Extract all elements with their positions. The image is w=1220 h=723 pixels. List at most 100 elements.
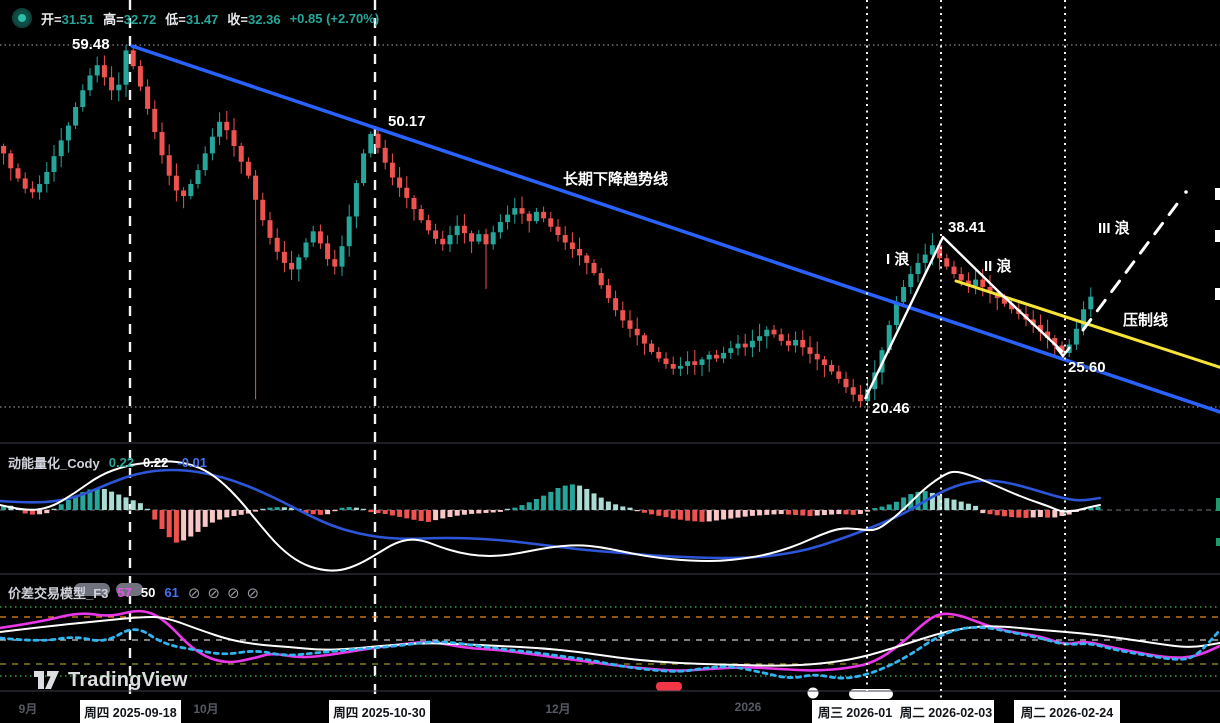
indicator2-value3: 61	[164, 585, 179, 600]
candle-body	[332, 259, 338, 267]
candle-body	[310, 231, 316, 243]
momentum-bar	[181, 510, 187, 541]
candle-body	[613, 298, 619, 311]
momentum-bar	[166, 510, 172, 538]
momentum-bar	[742, 510, 748, 517]
momentum-bar	[238, 510, 244, 515]
candle-body	[173, 175, 179, 191]
candle-body	[303, 242, 309, 258]
candle-body	[713, 354, 719, 359]
momentum-bar	[94, 488, 100, 510]
momentum-bar	[814, 510, 820, 516]
momentum-bar	[346, 507, 352, 510]
momentum-bar	[224, 510, 230, 518]
candle-body	[15, 168, 21, 179]
candle-body	[728, 348, 734, 353]
momentum-bar	[73, 495, 79, 510]
axis-month-label: 10月	[193, 702, 219, 716]
candle-body	[44, 171, 50, 185]
candle-body	[296, 257, 302, 270]
candle-body	[627, 320, 633, 329]
candle-body	[224, 121, 230, 131]
axis-white-dot	[807, 687, 819, 699]
axis-month-label: 9月	[18, 702, 38, 716]
candle-body	[397, 177, 403, 188]
chart-annotation: 压制线	[1123, 312, 1169, 329]
candle-body	[598, 273, 604, 286]
candle-body	[353, 183, 359, 217]
candle-body	[577, 248, 583, 256]
series-toggle-icon[interactable]	[12, 8, 32, 28]
candle-body	[814, 353, 820, 360]
momentum-bar	[433, 510, 439, 521]
candle-body	[260, 199, 266, 221]
candle-body	[8, 153, 14, 169]
disabled-circle-icon[interactable]: ⊘	[187, 584, 201, 602]
candle-body	[497, 222, 503, 233]
momentum-bar	[649, 510, 655, 515]
candle-body	[58, 140, 64, 157]
candle-body	[152, 108, 158, 133]
disabled-circle-icon[interactable]: ⊘	[246, 584, 260, 602]
momentum-bar	[289, 507, 295, 510]
momentum-bar	[195, 510, 201, 532]
candle-body	[591, 262, 597, 274]
momentum-bar	[404, 510, 410, 519]
candle-body	[447, 235, 453, 245]
candle-body	[1045, 331, 1051, 339]
momentum-bar	[656, 510, 662, 516]
candle-body	[425, 220, 431, 231]
candle-body	[965, 280, 971, 287]
momentum-bar	[987, 510, 993, 515]
momentum-bar	[44, 510, 50, 514]
momentum-bar	[944, 498, 950, 510]
momentum-bar	[87, 489, 93, 510]
candle-body	[483, 234, 489, 245]
candle-body	[519, 208, 525, 214]
candle-body	[440, 238, 446, 245]
momentum-bar	[915, 491, 921, 510]
candle-body	[634, 328, 640, 336]
momentum-bar	[692, 510, 698, 522]
momentum-bar	[872, 508, 878, 510]
candle-body	[188, 184, 194, 197]
momentum-bar	[663, 510, 669, 518]
candle-body	[490, 232, 496, 245]
price-edge-tick	[1215, 288, 1220, 300]
momentum-bar	[807, 510, 813, 516]
momentum-bar	[713, 510, 719, 521]
disabled-circle-icon[interactable]: ⊘	[207, 584, 220, 602]
momentum-bar	[137, 503, 143, 510]
indicator2-name[interactable]: 价差交易模型_F3	[8, 586, 109, 601]
candle-body	[317, 231, 323, 244]
time-axis[interactable]: 9月 10月 12月 2026 周四 2025-09-18 周四 2025-10-30 周三…	[0, 690, 1220, 723]
momentum-bar	[217, 510, 223, 520]
candle-body	[159, 132, 165, 156]
candle-body	[1073, 328, 1079, 345]
candle-body	[533, 211, 539, 222]
candle-body	[80, 90, 86, 107]
candle-body	[541, 211, 547, 219]
candle-body	[231, 130, 237, 146]
tradingview-logo[interactable]: TradingView	[33, 669, 188, 692]
momentum-bar	[116, 494, 122, 510]
candle-body	[267, 220, 273, 238]
candle-body	[389, 162, 395, 178]
disabled-circle-icon[interactable]: ⊘	[226, 584, 240, 602]
candle-body	[195, 170, 201, 185]
momentum-bar	[605, 501, 611, 510]
momentum-bar	[836, 510, 842, 515]
momentum-bar	[440, 510, 446, 519]
momentum-bar	[526, 502, 532, 510]
axis-date-label: 周二 2026-02-03	[898, 700, 994, 723]
momentum-bar	[699, 510, 705, 522]
candle-body	[469, 233, 475, 242]
candle-body	[1088, 296, 1094, 310]
momentum-bar	[469, 510, 475, 514]
momentum-bar	[339, 507, 345, 510]
momentum-bar	[749, 510, 755, 516]
momentum-bar	[1016, 510, 1022, 518]
indicator1-name[interactable]: 动能量化_Cody	[8, 456, 100, 471]
axis-date-label: 周二 2026-02-24	[1014, 700, 1120, 723]
